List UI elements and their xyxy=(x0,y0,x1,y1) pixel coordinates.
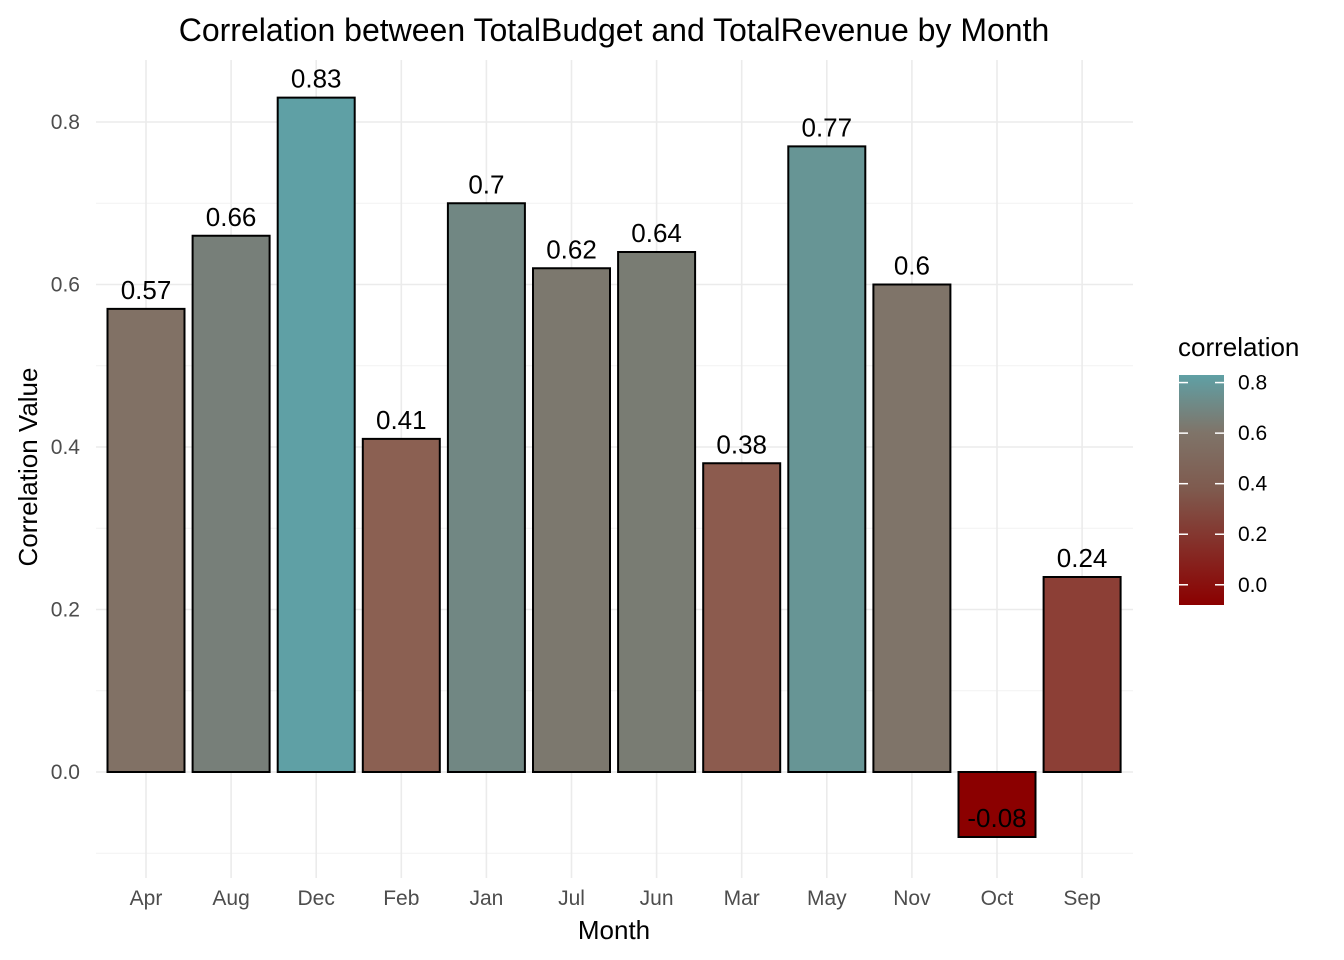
legend-tick-label: 0.6 xyxy=(1238,422,1267,445)
data-label-may: 0.77 xyxy=(801,112,852,142)
legend-title: correlation xyxy=(1178,332,1299,362)
x-tick-label: Jan xyxy=(469,887,503,910)
x-tick-label: Nov xyxy=(893,887,931,910)
bar-dec xyxy=(276,96,356,773)
y-tick-label: 0.8 xyxy=(51,111,80,134)
x-tick-label: May xyxy=(807,887,847,910)
y-axis-ticks: 0.0 0.2 0.4 0.6 0.8 xyxy=(51,111,81,784)
y-axis-title: Correlation Value xyxy=(13,368,43,567)
x-tick-label: Jun xyxy=(640,887,674,910)
x-tick-label: Sep xyxy=(1063,887,1100,910)
y-tick-label: 0.2 xyxy=(51,599,80,622)
legend-tick-label: 0.2 xyxy=(1238,523,1267,546)
bar-nov xyxy=(872,283,952,773)
x-tick-label: Feb xyxy=(383,887,419,910)
x-axis-ticks: Apr Aug Dec Feb Jan Jul Jun Mar May Nov Oct Sep xyxy=(130,887,1101,910)
bar-jul xyxy=(532,267,611,773)
bar-sep xyxy=(1042,576,1122,773)
bar-mar xyxy=(702,462,782,773)
bars xyxy=(106,96,1122,838)
x-tick-label: Apr xyxy=(130,887,163,910)
x-tick-label: Oct xyxy=(981,887,1014,910)
data-label-nov: 0.6 xyxy=(894,251,930,281)
data-label-dec: 0.83 xyxy=(291,64,342,94)
y-tick-label: 0.0 xyxy=(51,761,80,784)
bar-aug xyxy=(191,234,271,773)
bar-apr xyxy=(106,307,186,773)
x-tick-label: Mar xyxy=(724,887,760,910)
bar-jan xyxy=(446,202,526,773)
legend-ticks: 0.8 0.6 0.4 0.2 0.0 xyxy=(1179,372,1268,597)
legend-tick-label: 0.8 xyxy=(1238,372,1267,395)
data-label-jul: 0.62 xyxy=(546,234,597,264)
data-label-feb: 0.41 xyxy=(376,405,427,435)
data-label-jun: 0.64 xyxy=(631,218,682,248)
x-axis-title: Month xyxy=(578,915,650,945)
x-tick-label: Dec xyxy=(298,887,335,910)
data-label-sep: 0.24 xyxy=(1057,543,1108,573)
data-label-oct: -0.08 xyxy=(967,803,1026,833)
chart-title: Correlation between TotalBudget and Tota… xyxy=(179,12,1050,48)
data-label-aug: 0.66 xyxy=(206,202,257,232)
bar-may xyxy=(787,145,867,773)
y-tick-label: 0.6 xyxy=(51,274,80,297)
legend: correlation 0.8 0.6 0.4 0.2 0.0 xyxy=(1178,332,1299,605)
legend-tick-label: 0.4 xyxy=(1238,473,1268,496)
data-label-jan: 0.7 xyxy=(468,169,504,199)
x-tick-label: Jul xyxy=(558,887,585,910)
data-label-mar: 0.38 xyxy=(716,429,767,459)
x-tick-label: Aug xyxy=(212,887,249,910)
bar-jun xyxy=(617,251,697,773)
data-label-apr: 0.57 xyxy=(121,275,172,305)
y-tick-label: 0.4 xyxy=(51,436,81,459)
bar-oct xyxy=(957,771,1037,838)
legend-colorbar xyxy=(1179,375,1224,605)
data-labels: 0.57 0.66 0.83 0.41 0.7 0.62 0.64 0.38 0.77 0.6 -0… xyxy=(121,64,1108,833)
legend-tick-label: 0.0 xyxy=(1238,574,1267,597)
bar-feb xyxy=(361,437,441,773)
